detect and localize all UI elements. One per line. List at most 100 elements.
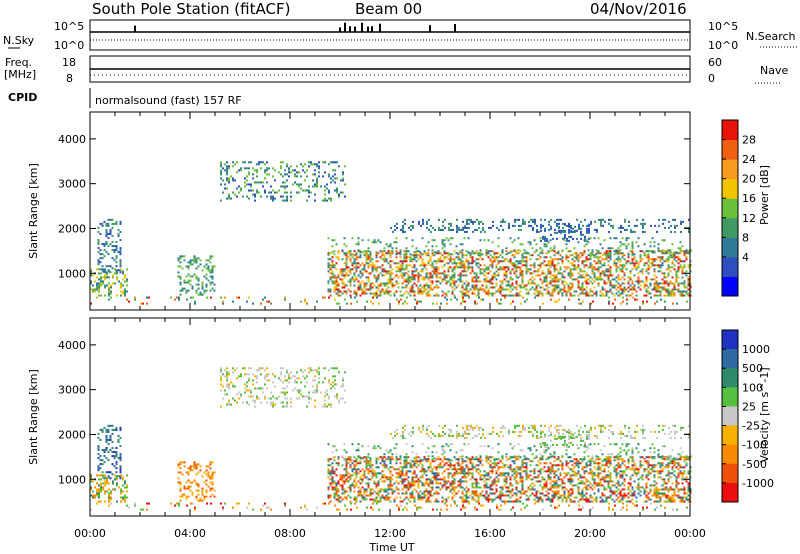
- velocity-echo-cell: [234, 385, 236, 388]
- power-echo-cell: [631, 253, 634, 256]
- power-echo-cell: [505, 294, 508, 297]
- power-echo-cell: [581, 282, 584, 285]
- power-echo-cell: [593, 254, 596, 257]
- power-echo-cell: [357, 286, 360, 289]
- power-echo-cell: [341, 268, 344, 271]
- power-echo-cell: [679, 260, 682, 263]
- velocity-echo-cell: [97, 469, 100, 472]
- velocity-echo-cell: [686, 506, 688, 509]
- power-echo-cell: [332, 175, 334, 178]
- velocity-echo-cell: [405, 456, 408, 459]
- power-echo-cell: [501, 280, 504, 283]
- power-echo-cell: [357, 274, 360, 277]
- power-echo-cell: [547, 260, 550, 263]
- power-echo-cell: [475, 272, 478, 275]
- velocity-echo-cell: [349, 466, 352, 469]
- power-echo-cell: [379, 284, 382, 287]
- power-echo-cell: [505, 288, 508, 291]
- velocity-echo-cell: [142, 508, 144, 511]
- power-echo-cell: [421, 262, 424, 265]
- velocity-echo-cell: [371, 498, 374, 501]
- velocity-echo-cell: [333, 496, 336, 499]
- power-echo-cell: [597, 268, 600, 271]
- power-echo-cell: [558, 226, 560, 229]
- velocity-echo-cell: [98, 478, 100, 481]
- power-echo-cell: [673, 253, 676, 256]
- velocity-echo-cell: [413, 470, 416, 473]
- power-echo-cell: [197, 257, 200, 260]
- velocity-echo-cell: [102, 482, 104, 485]
- power-echo-cell: [222, 191, 224, 194]
- velocity-echo-cell: [385, 490, 388, 493]
- power-echo-cell: [588, 224, 590, 227]
- power-echo-cell: [503, 266, 506, 269]
- power-echo-cell: [601, 286, 604, 289]
- power-echo-cell: [417, 250, 420, 253]
- power-echo-cell: [256, 189, 258, 192]
- power-echo-cell: [463, 274, 466, 277]
- velocity-echo-cell: [248, 403, 250, 406]
- power-echo-cell: [627, 256, 630, 259]
- velocity-echo-cell: [405, 472, 408, 475]
- power-echo-cell: [361, 274, 364, 277]
- power-echo-cell: [681, 290, 684, 293]
- power-echo-cell: [455, 252, 458, 255]
- velocity-echo-cell: [248, 395, 250, 398]
- power-echo-cell: [399, 274, 402, 277]
- power-echo-cell: [569, 288, 572, 291]
- velocity-echo-cell: [423, 468, 426, 471]
- power-echo-cell: [108, 298, 110, 301]
- velocity-echo-cell: [435, 498, 438, 501]
- power-echo-cell: [562, 222, 564, 225]
- velocity-echo-cell: [414, 504, 416, 507]
- power-echo-cell: [179, 289, 182, 292]
- power-echo-cell: [336, 189, 338, 192]
- power-echo-cell: [435, 272, 438, 275]
- power-echo-cell: [453, 294, 456, 297]
- power-echo-cell: [479, 239, 482, 242]
- velocity-echo-cell: [228, 399, 230, 402]
- velocity-echo-cell: [111, 440, 114, 443]
- power-echo-cell: [629, 262, 632, 265]
- power-echo-cell: [669, 290, 672, 293]
- power-echo-cell: [478, 220, 480, 223]
- power-echo-cell: [122, 278, 124, 281]
- power-echo-cell: [475, 252, 478, 255]
- power-echo-cell: [525, 262, 528, 265]
- power-echo-cell: [683, 280, 686, 283]
- power-echo-cell: [284, 185, 286, 188]
- power-echo-cell: [581, 270, 584, 273]
- velocity-echo-cell: [324, 367, 326, 370]
- power-echo-cell: [578, 298, 580, 301]
- power-echo-cell: [645, 290, 648, 293]
- velocity-echo-cell: [187, 467, 190, 470]
- power-echo-cell: [609, 237, 612, 240]
- velocity-echo-cell: [389, 480, 392, 483]
- power-echo-cell: [383, 256, 386, 259]
- power-echo-cell: [430, 230, 432, 233]
- power-echo-cell: [568, 298, 570, 301]
- power-echo-cell: [654, 302, 656, 305]
- velocity-echo-cell: [252, 395, 254, 398]
- power-echo-cell: [473, 292, 476, 295]
- power-echo-cell: [324, 185, 326, 188]
- power-echo-cell: [671, 260, 674, 263]
- power-echo-cell: [177, 271, 180, 274]
- power-echo-cell: [101, 253, 104, 256]
- velocity-echo-cell: [108, 476, 110, 479]
- velocity-echo-cell: [207, 471, 210, 474]
- power-echo-cell: [398, 302, 400, 305]
- velocity-echo-cell: [337, 498, 340, 501]
- power-echo-cell: [185, 291, 188, 294]
- velocity-echo-cell: [453, 456, 456, 459]
- velocity-echo-cell: [220, 379, 222, 382]
- power-echo-cell: [294, 169, 296, 172]
- power-echo-cell: [535, 290, 538, 293]
- power-echo-cell: [505, 253, 508, 256]
- velocity-echo-cell: [427, 490, 430, 493]
- power-echo-cell: [333, 290, 336, 293]
- power-echo-cell: [369, 256, 372, 259]
- power-echo-cell: [199, 293, 202, 296]
- power-echo-cell: [564, 223, 566, 226]
- power-echo-cell: [539, 278, 542, 281]
